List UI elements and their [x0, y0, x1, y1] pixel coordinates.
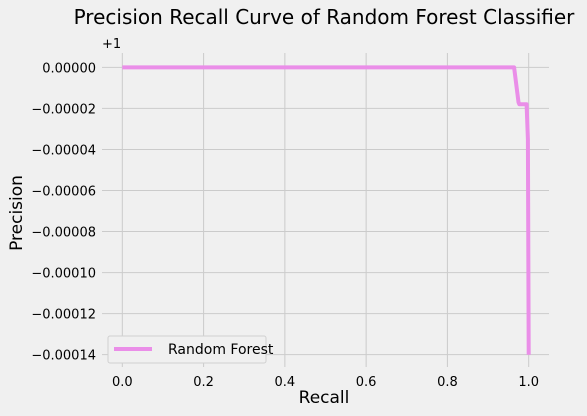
plot-area	[102, 53, 549, 367]
y-tick-label: −0.00002	[31, 102, 96, 117]
y-tick-label: −0.00012	[31, 308, 96, 323]
x-tick-label: 0.6	[356, 375, 377, 390]
y-tick-label: −0.00008	[31, 226, 96, 241]
legend-box	[107, 335, 267, 364]
y-offset-text: +1	[102, 37, 121, 52]
x-tick-label: 0.8	[437, 375, 458, 390]
x-tick-label: 1.0	[518, 375, 539, 390]
y-tick-label: 0.00000	[42, 61, 96, 76]
x-axis-label: Recall	[299, 388, 350, 408]
x-tick-label: 0.0	[112, 375, 133, 390]
tick-labels: 0.0 0.2 0.4 0.6 0.8 1.0 0.00000 −0.00002 −0.0000…	[31, 61, 539, 390]
series-line-random-forest	[122, 65, 531, 355]
x-tick-label: 0.4	[275, 375, 296, 390]
chart-title: Precision Recall Curve of Random Forest …	[74, 5, 576, 29]
series-layer	[122, 65, 531, 355]
legend-label: Random Forest	[168, 342, 274, 358]
y-tick-label: −0.00006	[31, 185, 96, 200]
y-tick-label: −0.00010	[31, 267, 96, 282]
legend: Random Forest	[107, 335, 274, 364]
y-tick-label: −0.00014	[31, 349, 96, 364]
y-axis-label: Precision	[7, 175, 27, 251]
y-tick-label: −0.00004	[31, 143, 96, 158]
x-tick-label: 0.2	[193, 375, 214, 390]
